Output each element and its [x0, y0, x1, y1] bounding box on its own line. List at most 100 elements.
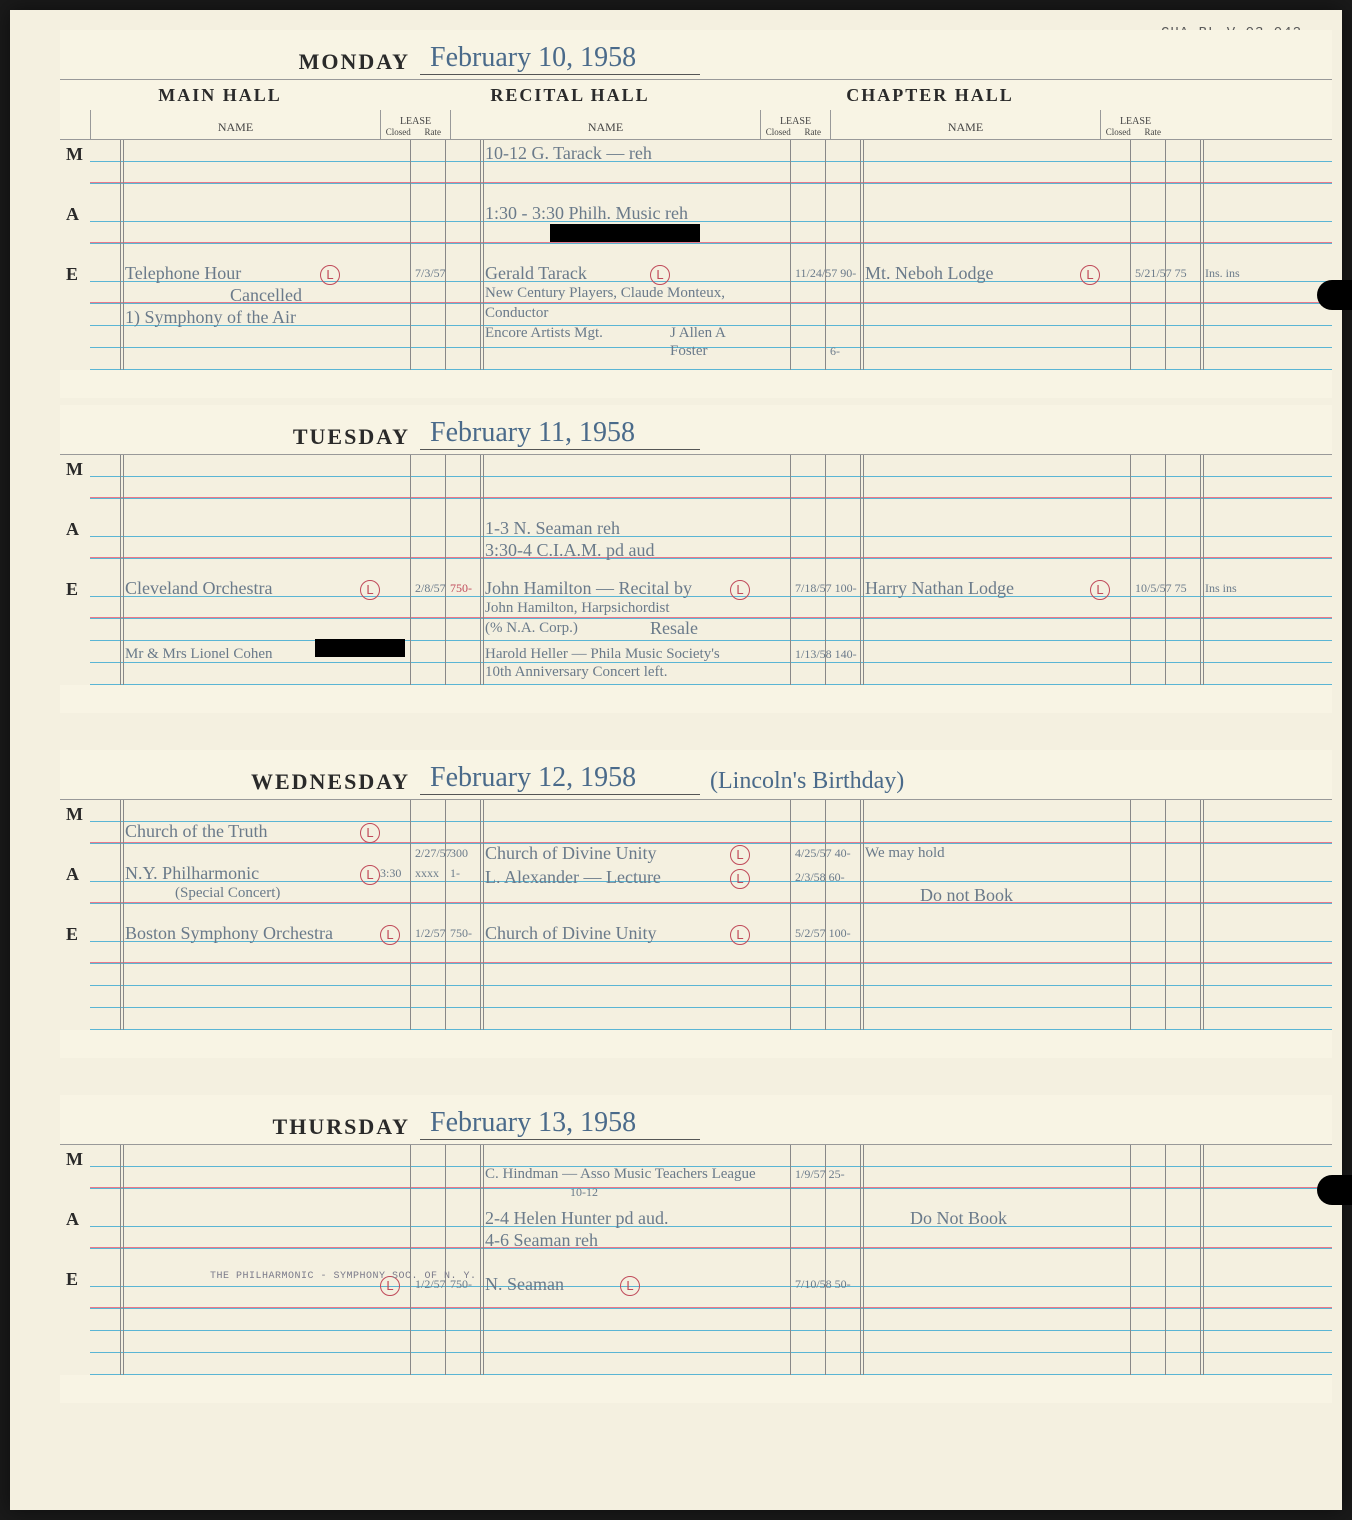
ledger-entry: Gerald Tarack [485, 262, 587, 284]
time-label: M [60, 140, 90, 200]
day-date: February 12, 1958 [420, 762, 700, 795]
time-row: A 1-3 N. Seaman reh3:30-4 C.I.A.M. pd au… [60, 515, 1332, 575]
circle-mark: L [360, 577, 380, 600]
time-label: M [60, 800, 90, 860]
ledger-entry: 10-12 G. Tarack — reh [485, 142, 652, 164]
day-date: February 11, 1958 [420, 417, 700, 450]
circle-mark: L [730, 922, 750, 945]
redaction [315, 639, 405, 657]
binder-tab [1317, 280, 1352, 310]
ledger-entry: 3:30 [380, 862, 401, 884]
ledger-entry: 300 [450, 842, 468, 864]
ledger-entry: Ins ins [1205, 577, 1237, 599]
column-headers: NAME LEASEClosedRate NAME LEASEClosedRat… [60, 110, 1332, 140]
ledger-entry: Do Not Book [910, 1207, 1007, 1229]
time-label: M [60, 455, 90, 515]
time-label: A [60, 200, 90, 260]
ledger-entry: We may hold [865, 842, 945, 864]
spacer [60, 685, 1332, 713]
ruled-area: Boston Symphony OrchestraL1/2/57750-Chur… [90, 920, 1332, 1030]
time-row: E L1/2/57750-N. SeamanL7/10/58 50-THE PH… [60, 1265, 1332, 1375]
ledger-entry: Foster [670, 340, 708, 362]
ruled-area: C. Hindman — Asso Music Teachers League1… [90, 1145, 1332, 1205]
day-name: WEDNESDAY [60, 769, 420, 795]
ruled-area: Telephone HourLCancelled1) Symphony of t… [90, 260, 1332, 370]
circle-mark: L [320, 262, 340, 285]
time-row: M [60, 455, 1332, 515]
day-name: TUESDAY [60, 424, 420, 450]
ruled-area: Church of the Truth L [90, 800, 1332, 860]
day-date: February 13, 1958 [420, 1107, 700, 1140]
ledger-entry: 5/21/57 75 [1135, 262, 1187, 284]
ledger-entry: L. Alexander — Lecture [485, 866, 661, 888]
ledger-entry: Do not Book [920, 884, 1013, 906]
spacer [60, 1030, 1332, 1058]
time-row: A 2-4 Helen Hunter pd aud.4-6 Seaman reh… [60, 1205, 1332, 1265]
time-label: M [60, 1145, 90, 1205]
ledger-entry: 10-12 [570, 1181, 598, 1203]
ledger-entry: Mr & Mrs Lionel Cohen [125, 643, 273, 665]
ledger-entry: 10/5/57 75 [1135, 577, 1187, 599]
ledger-entry: 750- [450, 922, 472, 944]
hall-headers: MAIN HALL RECITAL HALL CHAPTER HALL [60, 80, 1332, 110]
ledger-entry: Conductor [485, 302, 548, 324]
day-block: THURSDAY February 13, 1958 M C. Hindman … [60, 1095, 1332, 1403]
time-row: M 10-12 G. Tarack — reh [60, 140, 1332, 200]
circle-mark: L [360, 820, 380, 843]
ruled-area: Cleveland OrchestraL2/8/57750-John Hamil… [90, 575, 1332, 685]
ledger-entry: N.Y. Philharmonic [125, 862, 259, 884]
ledger-entry: 7/18/57 100- [795, 577, 857, 599]
col-lease: LEASEClosedRate [1100, 110, 1170, 139]
time-row: E Telephone HourLCancelled1) Symphony of… [60, 260, 1332, 370]
day-block: WEDNESDAY February 12, 1958 (Lincoln's B… [60, 750, 1332, 1058]
ledger-entry: 2/27/57 [415, 842, 452, 864]
time-row: A 1:30 - 3:30 Philh. Music reh [60, 200, 1332, 260]
ledger-entry: xxxx [415, 862, 439, 884]
ledger-entry: Encore Artists Mgt. [485, 322, 603, 344]
ledger-entry: 7/3/57 [415, 262, 446, 284]
ledger-entry: 1/13/58 140- [795, 643, 857, 665]
ledger-entry: 11/24/57 90- [795, 262, 856, 284]
day-block: TUESDAY February 11, 1958 M A 1-3 N. Sea… [60, 405, 1332, 713]
ledger-entry: 5/2/57 100- [795, 922, 851, 944]
ruled-area: N.Y. PhilharmonicL3:30(Special Concert)2… [90, 860, 1332, 920]
ledger-entry: 4/25/57 40- [795, 842, 851, 864]
redaction [550, 224, 700, 242]
ledger-entry: 6- [830, 340, 840, 362]
ledger-entry: C. Hindman — Asso Music Teachers League [485, 1163, 756, 1185]
col-name: NAME [450, 110, 760, 139]
ledger-entry: 1) Symphony of the Air [125, 306, 296, 328]
ledger-entry: John Hamilton, Harpsichordist [485, 597, 670, 619]
day-name: MONDAY [60, 49, 420, 75]
day-header: THURSDAY February 13, 1958 [60, 1095, 1332, 1145]
ledger-entry: (Special Concert) [175, 882, 280, 904]
ruled-area: 1-3 N. Seaman reh3:30-4 C.I.A.M. pd aud [90, 515, 1332, 575]
time-label: E [60, 260, 90, 370]
ledger-entry: Church of the Truth [125, 820, 268, 842]
ruled-area [90, 455, 1332, 515]
time-row: E Boston Symphony OrchestraL1/2/57750-Ch… [60, 920, 1332, 1030]
ledger-entry: 750- [450, 577, 472, 599]
ruled-area: 10-12 G. Tarack — reh [90, 140, 1332, 200]
col-lease: LEASEClosedRate [380, 110, 450, 139]
time-row: M Church of the Truth L [60, 800, 1332, 860]
ruled-area: 1:30 - 3:30 Philh. Music reh [90, 200, 1332, 260]
time-label: E [60, 575, 90, 685]
time-label: A [60, 515, 90, 575]
ledger-entry: 2/8/57 [415, 577, 446, 599]
time-label: E [60, 920, 90, 1030]
ledger-page: CHA-BL-V.03-042 MONDAY February 10, 1958… [10, 10, 1342, 1510]
ledger-entry: 4-6 Seaman reh [485, 1229, 598, 1251]
ledger-entry: 7/10/58 50- [795, 1273, 851, 1295]
ledger-entry: 1- [450, 862, 460, 884]
ledger-entry: Telephone Hour [125, 262, 241, 284]
ledger-entry: John Hamilton — Recital by [485, 577, 692, 599]
circle-mark: L [620, 1273, 640, 1296]
day-block: MONDAY February 10, 1958 MAIN HALL RECIT… [60, 30, 1332, 398]
day-name: THURSDAY [60, 1114, 420, 1140]
ledger-entry: New Century Players, Claude Monteux, [485, 282, 725, 304]
ledger-entry: Church of Divine Unity [485, 922, 656, 944]
ledger-entry: Boston Symphony Orchestra [125, 922, 333, 944]
circle-mark: L [1090, 577, 1110, 600]
ledger-entry: 2-4 Helen Hunter pd aud. [485, 1207, 668, 1229]
